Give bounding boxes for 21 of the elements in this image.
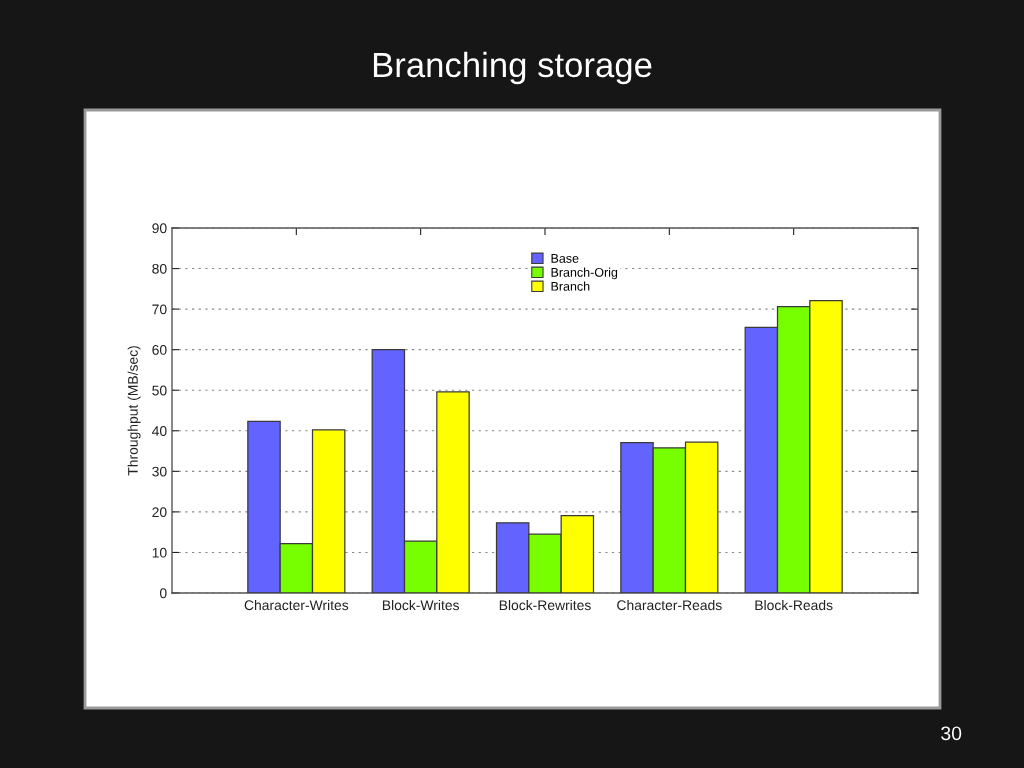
x-tick-label: Character-Reads <box>617 599 722 611</box>
y-tick-label: 30 <box>152 466 167 477</box>
x-tick-label: Block-Writes <box>382 599 460 611</box>
y-tick-label: 10 <box>152 547 167 558</box>
y-tick-label: 0 <box>159 588 167 599</box>
y-tick-label: 20 <box>152 507 167 518</box>
x-tick-label: Character-Writes <box>244 599 349 611</box>
y-tick-label: 70 <box>152 304 167 315</box>
legend-label: Branch-Orig <box>551 267 618 280</box>
y-tick-label: 40 <box>152 426 167 436</box>
y-tick-label: 60 <box>152 345 167 355</box>
x-tick-label: Block-Reads <box>755 599 833 611</box>
chart-title: Branching storage <box>373 51 652 85</box>
text: 30 <box>941 726 962 741</box>
x-tick-label: Block-Rewrites <box>499 599 591 611</box>
legend-label: Base <box>551 254 579 263</box>
y-tick-label: 80 <box>152 263 167 274</box>
legend-label: Branch <box>551 281 590 291</box>
y-tick-label: 90 <box>152 223 167 234</box>
y-tick-label: 50 <box>152 385 167 396</box>
y-axis-title: Throughput (MB/sec) <box>127 346 141 476</box>
